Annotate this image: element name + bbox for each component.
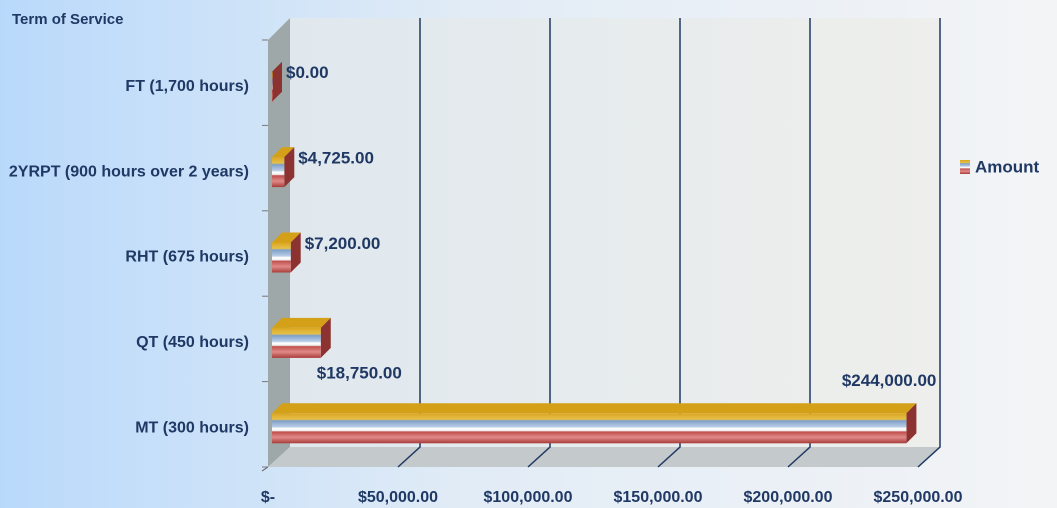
data-label: $4,725.00 [298,149,374,168]
bar-side [290,232,301,273]
legend-swatch [960,160,970,174]
bar [272,413,907,444]
y-tick-label: RHT (675 hours) [125,249,249,266]
grid-line [657,18,681,468]
grid-line [917,18,941,468]
bar-top [272,232,301,243]
x-tick-label: $50,000.00 [358,489,438,506]
y-tick-label: 2YRPT (900 hours over 2 years) [9,163,249,180]
legend-label: Amount [975,157,1040,176]
y-tick-label: FT (1,700 hours) [125,78,249,95]
y-tick-label: QT (450 hours) [136,334,249,351]
bar-top [272,147,295,158]
y-tick-label: MT (300 hours) [135,420,249,437]
x-tick-label: $- [261,489,275,506]
bar [272,327,321,358]
bar-side [906,403,917,444]
grid-line [787,18,811,468]
bar-side [320,317,331,358]
data-label: $244,000.00 [842,371,937,390]
bar [272,157,285,188]
data-label: $0.00 [286,63,329,82]
data-label: $7,200.00 [305,234,381,253]
bar-top [272,317,331,328]
x-tick-label: $100,000.00 [484,489,573,506]
grid-line [397,18,421,468]
floor [268,447,940,467]
bar [272,71,273,102]
bar [272,242,291,273]
back-wall [290,18,940,447]
x-tick-label: $200,000.00 [744,489,833,506]
x-tick-label: $250,000.00 [874,489,963,506]
bar-top [272,403,917,414]
axis-title: Term of Service [12,11,123,28]
grid-line [527,18,551,468]
data-label: $18,750.00 [317,363,402,382]
tick-mark [261,466,269,472]
bar-side [284,147,295,188]
bar-side [272,61,282,102]
x-tick-label: $150,000.00 [614,489,703,506]
